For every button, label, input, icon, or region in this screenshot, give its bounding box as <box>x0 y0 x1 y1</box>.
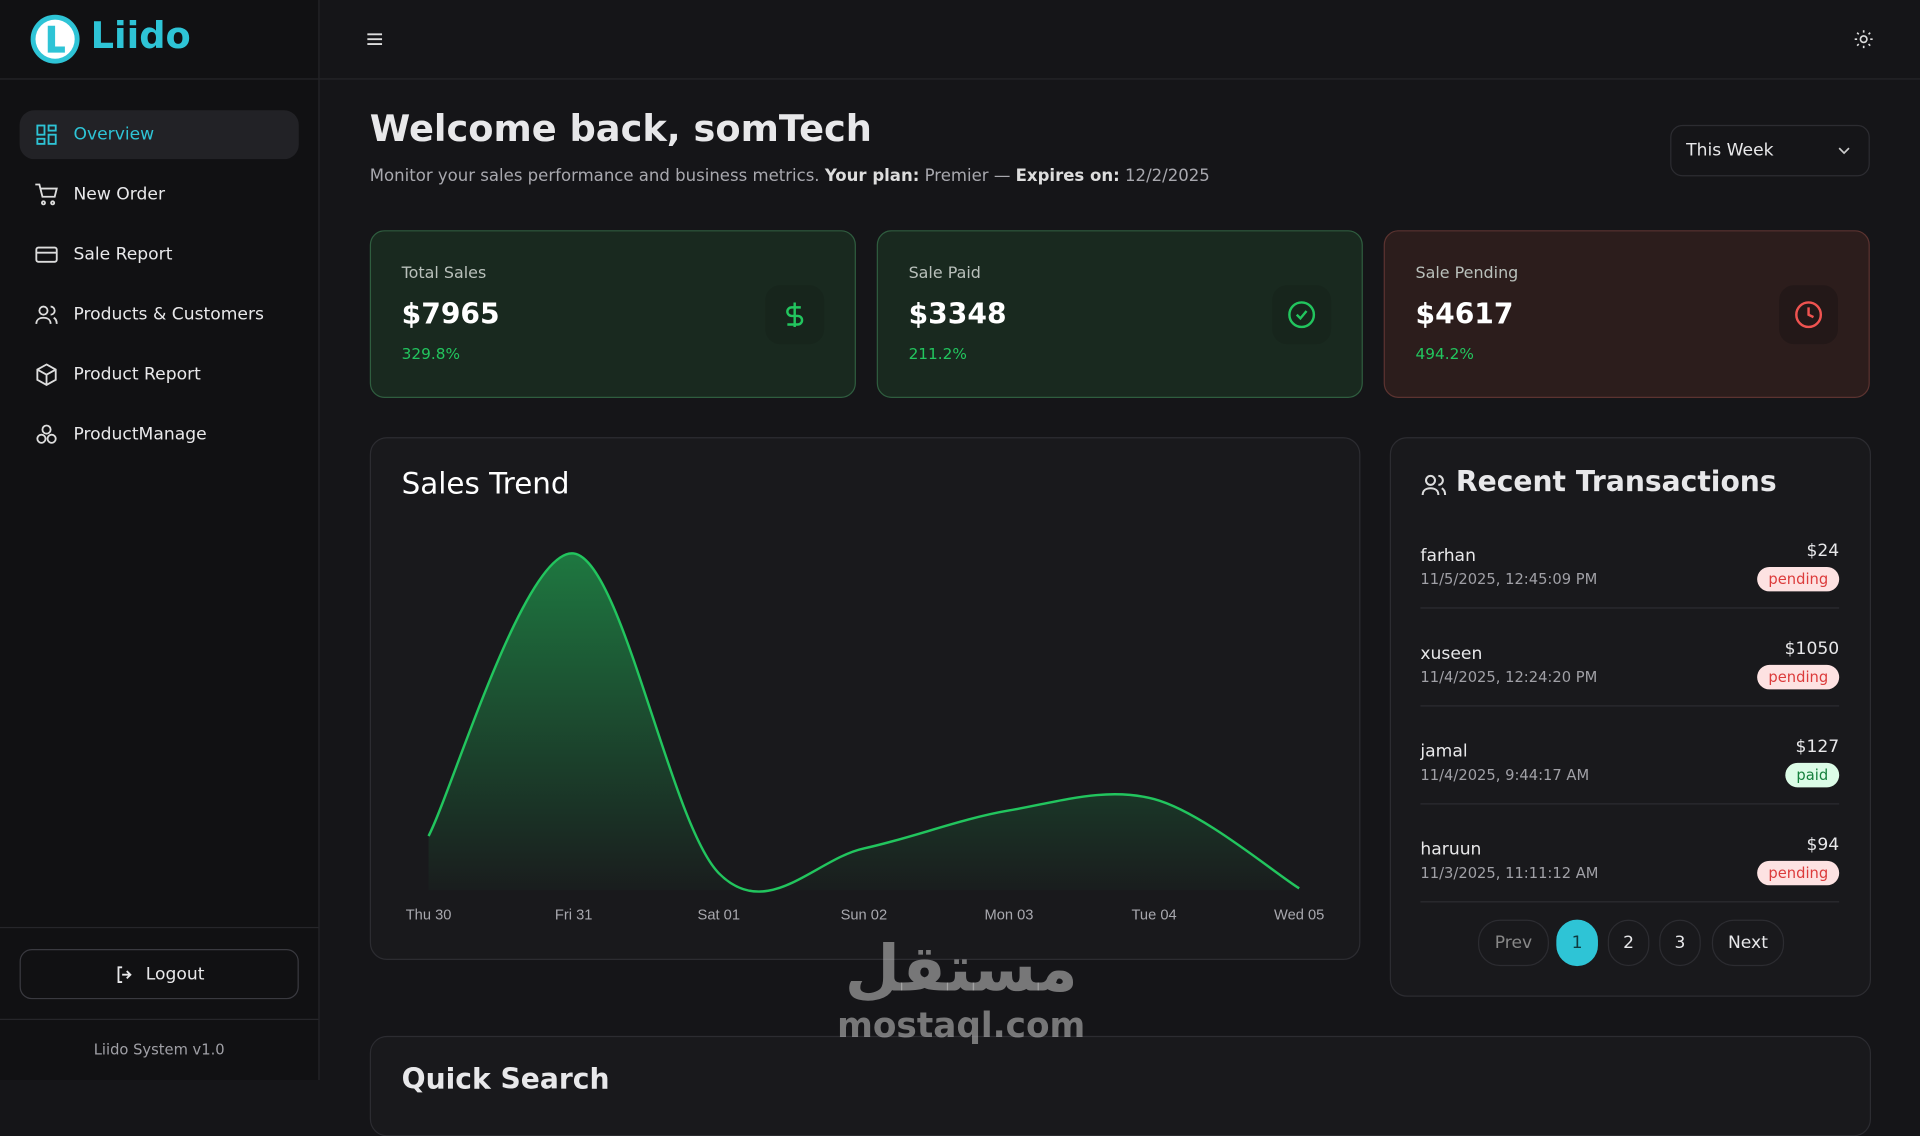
nav-label: ProductManage <box>73 424 207 445</box>
version: Liido System v1.0 <box>93 1040 225 1058</box>
customer-name: farhan <box>1420 546 1476 566</box>
page-button[interactable]: 3 <box>1659 919 1701 967</box>
status-badge: pending <box>1757 664 1840 690</box>
stat-change: 329.8% <box>401 344 461 363</box>
customer-name: haruun <box>1420 840 1482 860</box>
expires-label: Expires on: <box>1015 166 1120 187</box>
nav-item[interactable]: Overview <box>19 110 299 160</box>
amount: $24 <box>1806 541 1840 561</box>
status-badge: paid <box>1785 762 1840 788</box>
watermark: مستقل mostaql.com <box>808 931 1114 1044</box>
nav-label: New Order <box>73 184 166 205</box>
period-select[interactable]: This Week <box>1670 124 1870 177</box>
watermark-arabic: مستقل <box>844 933 1078 1007</box>
nav-label: Products & Customers <box>73 304 264 325</box>
transaction-row: xuseen 11/4/2025, 12:24:20 PM $1050 pending <box>1420 607 1840 707</box>
expires: 12/2/2025 <box>1125 166 1210 187</box>
logout-button[interactable]: Logout <box>19 948 299 1000</box>
logout-label: Logout <box>145 964 205 984</box>
brand-bar: Liido <box>0 0 319 80</box>
period: This Week <box>1686 140 1774 161</box>
x-tick-label: Thu 30 <box>406 908 452 924</box>
transactions-card: Recent Transactions <box>1389 437 1872 997</box>
nav-label: Sale Report <box>73 244 173 265</box>
stat-value: $7965 <box>401 298 500 331</box>
stat-card: Sale Paid $3348 211.2% <box>876 230 1363 398</box>
nav-label: Overview <box>73 124 155 145</box>
x-tick-label: Sun 02 <box>841 908 888 924</box>
x-tick-label: Tue 04 <box>1131 908 1176 924</box>
nav-item[interactable]: Product Report <box>20 350 299 399</box>
topbar <box>319 0 1920 80</box>
logo <box>30 14 80 64</box>
stat-value: $3348 <box>908 298 1007 331</box>
quick-search-card: Quick Search <box>369 1035 1872 1136</box>
page-button[interactable]: Prev <box>1477 919 1549 967</box>
plan-label: Your plan: <box>824 166 920 187</box>
welcome-subtitle: Monitor your sales performance and busin… <box>370 167 1210 187</box>
subtitle: Monitor your sales performance and busin… <box>369 166 820 187</box>
quick-search-title: Quick Search <box>401 1064 610 1096</box>
transaction-row: jamal 11/4/2025, 9:44:17 AM $127 paid <box>1420 705 1840 805</box>
stat-card: Total Sales $7965 329.8% <box>369 230 856 398</box>
sales-chart: Sales Trend Thu 30 Fri 31 Sat 01 Sun 02 Mon … <box>402 466 1325 924</box>
divider <box>0 926 319 929</box>
amount: $94 <box>1806 835 1840 855</box>
transaction-row: farhan 11/5/2025, 12:45:09 PM $24 pending <box>1420 509 1840 609</box>
stat-icon <box>1779 285 1838 345</box>
x-tick-label: Wed 05 <box>1274 908 1324 924</box>
line <box>427 552 1300 893</box>
menu-button[interactable] <box>366 31 383 48</box>
transaction-date: 11/4/2025, 9:44:17 AM <box>1420 766 1590 784</box>
stat-icon <box>765 285 825 345</box>
transaction-date: 11/4/2025, 12:24:20 PM <box>1420 668 1598 686</box>
x-tick-label: Sat 01 <box>698 908 740 924</box>
page-button[interactable]: Next <box>1711 919 1785 967</box>
divider <box>0 1018 319 1020</box>
watermark-latin: mostaql.com <box>837 1005 1086 1046</box>
amount: $1050 <box>1784 639 1840 659</box>
amount: $127 <box>1795 737 1840 757</box>
stat-label: Total Sales <box>401 264 487 283</box>
status-badge: pending <box>1757 860 1840 886</box>
nav-label: Product Report <box>73 364 201 385</box>
welcome-title: Welcome back, somTech <box>369 107 872 151</box>
area <box>428 553 1300 892</box>
nav-item[interactable]: Products & Customers <box>20 290 299 339</box>
nav-item[interactable]: Sale Report <box>20 230 299 279</box>
stat-change: 494.2% <box>1415 344 1474 363</box>
x-tick-label: Fri 31 <box>555 908 593 924</box>
nav-item[interactable]: ProductManage <box>20 410 299 459</box>
page-button[interactable]: 1 <box>1556 919 1598 967</box>
transaction-date: 11/5/2025, 12:45:09 PM <box>1420 570 1598 588</box>
stat-label: Sale Paid <box>908 264 981 283</box>
chart-title: Sales Trend <box>402 466 570 500</box>
transactions-title: Recent Transactions <box>1455 466 1777 499</box>
stat-value: $4617 <box>1415 298 1514 331</box>
customer-name: xuseen <box>1420 644 1483 664</box>
status-badge: pending <box>1757 566 1840 592</box>
stat-label: Sale Pending <box>1415 264 1519 283</box>
brand: Liido <box>90 14 191 58</box>
stat-icon <box>1272 285 1332 345</box>
transaction-date: 11/3/2025, 11:11:12 AM <box>1420 864 1599 882</box>
stat-change: 211.2% <box>908 344 967 363</box>
x-tick-label: Mon 03 <box>984 908 1033 924</box>
sidebar: Liido Overview New Order Sale Report Produc… <box>0 0 320 1080</box>
customer-name: jamal <box>1420 742 1468 762</box>
plan: Premier — <box>924 166 1011 187</box>
stat-card: Sale Pending $4617 494.2% <box>1383 230 1870 398</box>
page-button[interactable]: 2 <box>1607 919 1650 967</box>
transaction-row: haruun 11/3/2025, 11:11:12 AM $94 pending <box>1420 803 1840 903</box>
theme-toggle[interactable] <box>1854 29 1874 49</box>
nav-item[interactable]: New Order <box>20 170 299 219</box>
